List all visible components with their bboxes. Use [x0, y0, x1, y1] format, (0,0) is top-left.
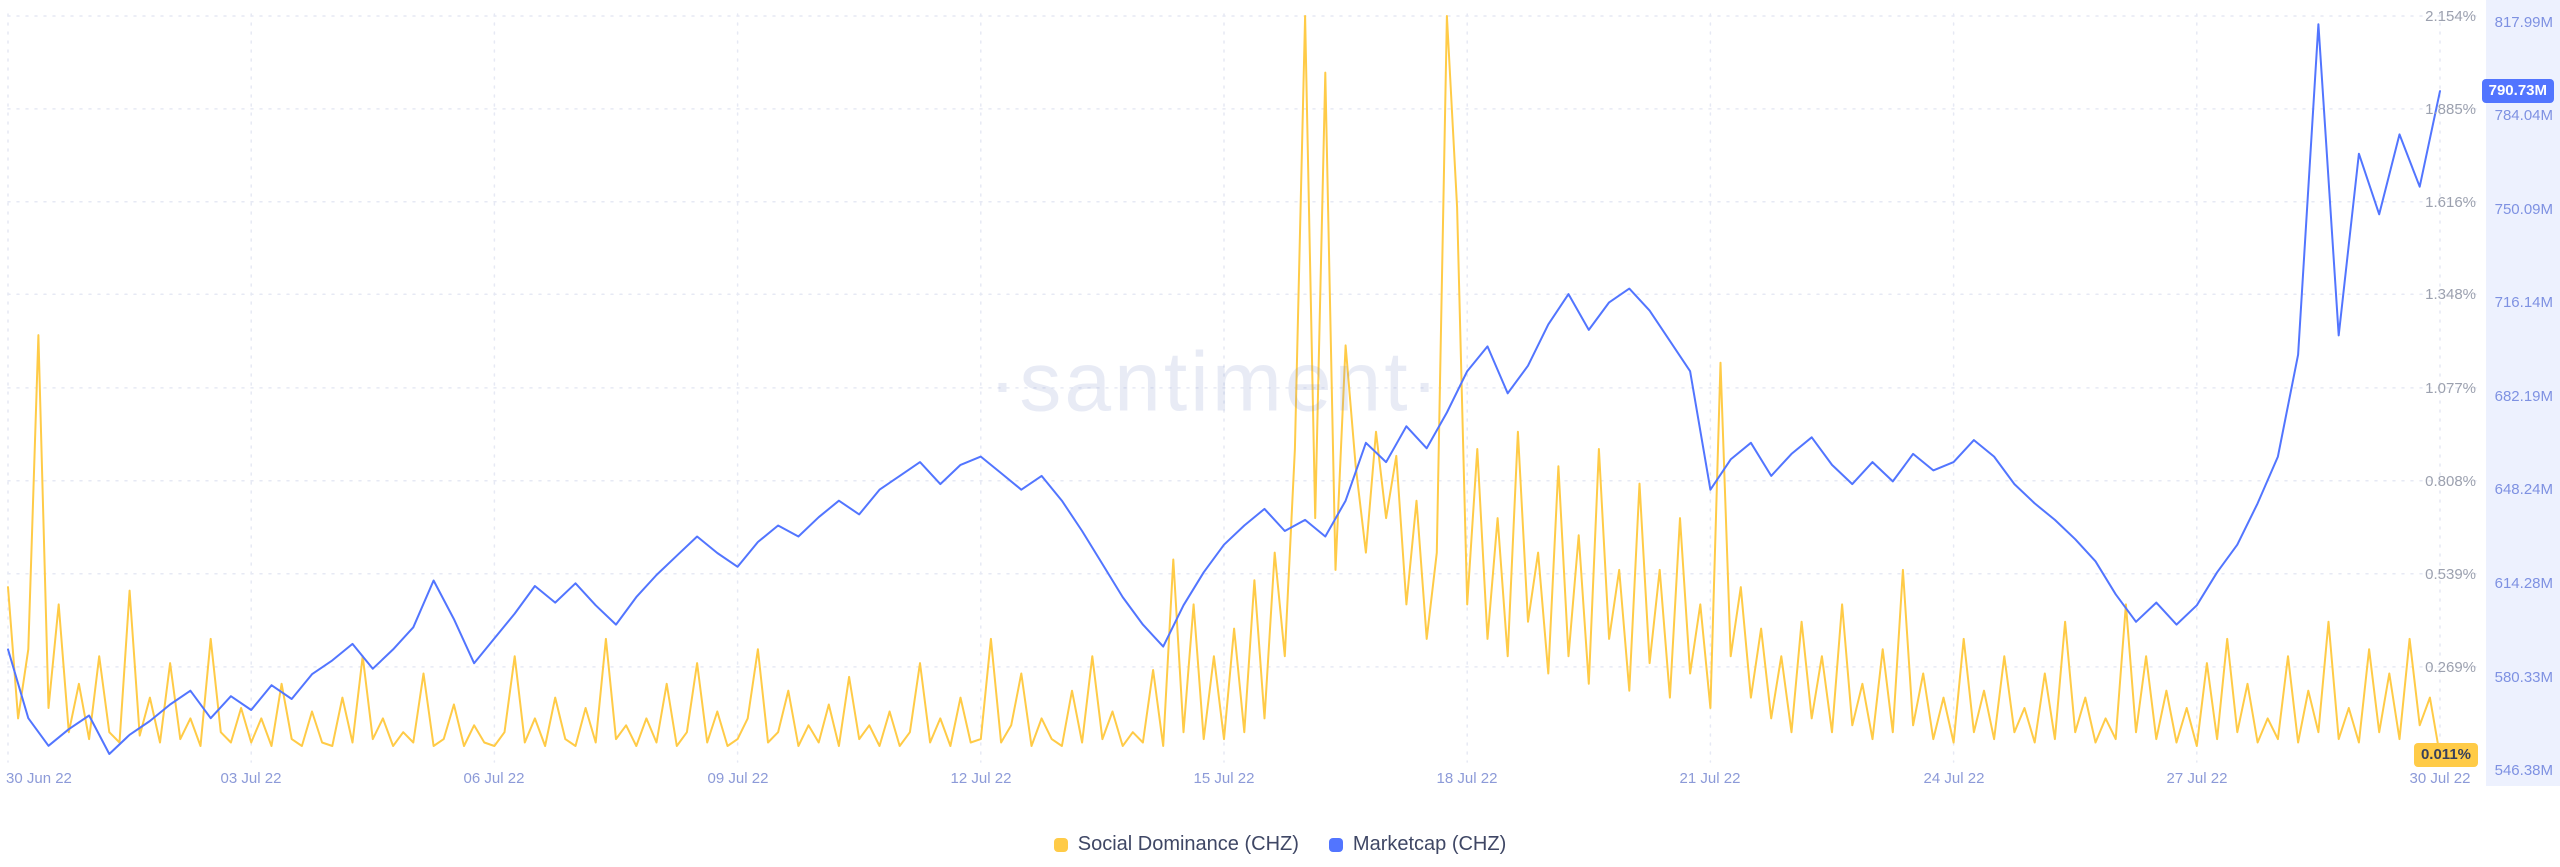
marketcap-tick-label: 750.09M — [2494, 201, 2553, 218]
x-axis-tick-label: 21 Jul 22 — [1679, 770, 1741, 787]
marketcap-tick-label: 614.28M — [2494, 575, 2553, 592]
social-dominance-last-value-badge: 0.011% — [2413, 743, 2478, 767]
x-axis-tick-label: 24 Jul 22 — [1923, 770, 1985, 787]
percent-tick-label: 0.808% — [2425, 473, 2476, 490]
percent-tick-label: 1.348% — [2425, 286, 2476, 303]
x-axis-tick-label: 30 Jul 22 — [2409, 770, 2471, 787]
marketcap-tick-label: 546.38M — [2494, 762, 2553, 779]
gridlines — [7, 13, 2483, 763]
x-axis-tick-label: 27 Jul 22 — [2166, 770, 2228, 787]
legend-item-marketcap[interactable]: Marketcap (CHZ) — [1328, 833, 1507, 856]
legend: Social Dominance (CHZ) Marketcap (CHZ) — [0, 833, 2560, 856]
x-axis-tick-label: 30 Jun 22 — [6, 770, 72, 787]
chart-canvas[interactable] — [0, 0, 2560, 790]
marketcap-tick-label: 817.99M — [2494, 14, 2553, 31]
percent-tick-label: 2.154% — [2425, 8, 2476, 25]
x-axis-tick-label: 12 Jul 22 — [950, 770, 1012, 787]
percent-tick-label: 0.539% — [2425, 566, 2476, 583]
x-axis-tick-label: 15 Jul 22 — [1193, 770, 1255, 787]
x-axis-tick-label: 03 Jul 22 — [220, 770, 282, 787]
x-axis-tick-label: 06 Jul 22 — [463, 770, 525, 787]
marketcap-last-value-badge: 790.73M — [2481, 79, 2554, 103]
marketcap-axis-strip — [2486, 0, 2560, 786]
x-axis-tick-label: 18 Jul 22 — [1436, 770, 1498, 787]
percent-tick-label: 1.077% — [2425, 380, 2476, 397]
percent-tick-label: 1.885% — [2425, 101, 2476, 118]
x-axis-tick-label: 09 Jul 22 — [707, 770, 769, 787]
marketcap-tick-label: 784.04M — [2494, 107, 2553, 124]
marketcap-line — [7, 23, 2441, 755]
percent-tick-label: 1.616% — [2425, 194, 2476, 211]
marketcap-tick-label: 682.19M — [2494, 388, 2553, 405]
percent-tick-label: 0.269% — [2425, 659, 2476, 676]
marketcap-tick-label: 580.33M — [2494, 669, 2553, 686]
marketcap-color-chip — [1328, 837, 1343, 852]
legend-label: Social Dominance (CHZ) — [1077, 833, 1299, 855]
legend-label: Marketcap (CHZ) — [1352, 833, 1507, 855]
social-dominance-line — [7, 15, 2441, 757]
marketcap-tick-label: 648.24M — [2494, 481, 2553, 498]
marketcap-tick-label: 716.14M — [2494, 294, 2553, 311]
legend-item-social-dominance[interactable]: Social Dominance (CHZ) — [1053, 833, 1299, 856]
social-dominance-color-chip — [1053, 837, 1068, 852]
